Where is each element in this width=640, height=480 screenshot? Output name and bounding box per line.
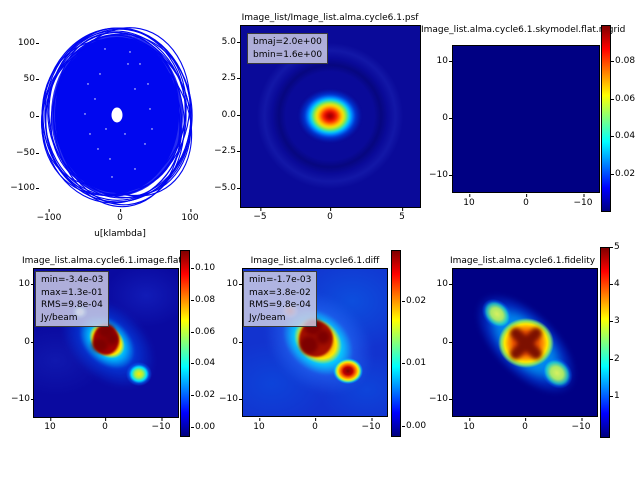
colorbar-tick-label: 0.06 (190, 327, 216, 337)
image-flat-stats-box: min=-3.4e-03 max=1.3e-01 RMS=9.8e-04 Jy/… (35, 271, 110, 328)
fidelity-colorbar (600, 247, 610, 438)
x-tick-label: 0 (312, 418, 318, 432)
x-tick-label: 0 (522, 418, 528, 432)
colorbar-tick-label: 0.02 (610, 169, 636, 179)
x-tick-label: −10 (573, 194, 593, 208)
x-tick-label: −10 (151, 418, 171, 432)
colorbar-tick-label: 0.08 (190, 295, 216, 305)
y-tick-label: −10 (208, 394, 242, 405)
colorbar-tick-label: 0.04 (610, 131, 636, 141)
annotation-line: min=-1.7e-03 (249, 275, 312, 285)
psf-beam-stats-box: bmaj=2.0e+00 bmin=1.6e+00 (247, 33, 329, 65)
x-tick-label: 0 (102, 418, 108, 432)
annotation-line: RMS=9.8e-04 (249, 300, 311, 311)
annotation-line: bmin=1.6e+00 (253, 49, 323, 60)
source-knob (92, 338, 108, 352)
colorbar-tick-label: 0.00 (401, 421, 427, 431)
colorbar-tick-label: 2 (610, 354, 620, 364)
colorbar-tick-label: 0.02 (190, 390, 216, 400)
colorbar-tick-label: 0.10 (190, 263, 216, 273)
secondary-source (126, 362, 152, 386)
y-tick-label: 100 (5, 38, 39, 49)
x-tick-label: −10 (361, 418, 381, 432)
annotation-line: min=-3.4e-03 (41, 275, 104, 285)
annotation-line: Jy/beam (41, 312, 78, 323)
x-tick-label: 10 (463, 194, 475, 208)
annotation-line: Jy/beam (249, 312, 286, 323)
colorbar-tick-label: 0.00 (190, 422, 216, 432)
y-tick-label: 0.0 (206, 110, 240, 121)
x-tick-label: 0 (523, 194, 529, 208)
panel-title-psf: Image_list/Image_list.alma.cycle6.1.psf (241, 13, 419, 23)
image-flat-colorbar (180, 250, 190, 437)
colorbar-tick-label: 3 (610, 316, 620, 326)
colorbar-tick-label: 0.01 (401, 358, 427, 368)
y-tick-label: 10 (0, 279, 34, 290)
x-tick-label: −10 (571, 418, 591, 432)
x-axis-label: u[klambda] (94, 229, 146, 239)
annotation-line: bmaj=2.0e+00 (253, 37, 322, 47)
y-tick-label: 50 (5, 74, 39, 85)
x-tick-label: −100 (36, 209, 62, 223)
diff-colorbar (391, 250, 401, 437)
y-tick-label: −50 (5, 148, 39, 159)
psf-beam-blob (298, 89, 362, 143)
colorbar-tick-label: 1 (610, 391, 620, 401)
colorbar-tick-label: 0.02 (401, 296, 427, 306)
diff-stats-box: min=-1.7e-03 max=3.8e-02 RMS=9.8e-04 Jy/… (243, 271, 318, 328)
x-tick-label: 10 (44, 418, 56, 432)
x-tick-label: 100 (181, 209, 199, 223)
y-tick-label: −10 (418, 170, 452, 181)
y-tick-label: −100 (5, 183, 39, 194)
y-tick-label: 0 (5, 111, 39, 122)
fidelity-heatmap (452, 268, 598, 417)
residual-knob (316, 330, 330, 344)
annotation-line: RMS=9.8e-04 (41, 300, 103, 311)
skymodel-colorbar (601, 25, 611, 212)
uv-coverage-plot (40, 27, 193, 208)
colorbar-tick-label: 0.06 (610, 94, 636, 104)
y-tick-label: 10 (418, 56, 452, 67)
x-tick-label: 0 (327, 208, 333, 222)
annotation-line: max=1.3e-01 (41, 287, 103, 298)
y-tick-label: 0 (418, 113, 452, 124)
x-tick-label: 10 (463, 418, 475, 432)
y-tick-label: −10 (418, 394, 452, 405)
x-tick-label: 0 (117, 209, 123, 223)
y-tick-label: −10 (0, 394, 34, 405)
y-tick-label: −5.0 (206, 183, 240, 194)
colorbar-tick-label: 5 (610, 242, 620, 252)
y-tick-label: 10 (418, 279, 452, 290)
panel-title-diff: Image_list.alma.cycle6.1.diff (250, 256, 380, 266)
colorbar-tick-label: 0.08 (610, 56, 636, 66)
y-tick-label: 2.5 (206, 73, 240, 84)
y-tick-label: 0 (0, 337, 34, 348)
colorbar-tick-label: 0.04 (190, 358, 216, 368)
x-tick-label: −5 (253, 208, 267, 222)
annotation-line: max=3.8e-02 (249, 287, 311, 298)
x-tick-label: 10 (253, 418, 265, 432)
x-tick-label: 5 (399, 208, 405, 222)
panel-title-image-flat: Image_list.alma.cycle6.1.image.flat (22, 256, 182, 266)
y-tick-label: 5.0 (206, 37, 240, 48)
skymodel-heatmap (452, 45, 600, 193)
y-tick-label: 0 (208, 337, 242, 348)
panel-title-skymodel: Image_list.alma.cycle6.1.skymodel.flat.r… (421, 25, 626, 35)
source-knob (106, 333, 118, 345)
y-tick-label: 10 (208, 279, 242, 290)
y-tick-label: 0 (418, 337, 452, 348)
y-tick-label: −2.5 (206, 146, 240, 157)
colorbar-tick-label: 4 (610, 279, 620, 289)
secondary-residual (333, 358, 363, 384)
residual-knob (300, 336, 318, 354)
panel-title-fidelity: Image_list.alma.cycle6.1.fidelity (450, 256, 596, 266)
